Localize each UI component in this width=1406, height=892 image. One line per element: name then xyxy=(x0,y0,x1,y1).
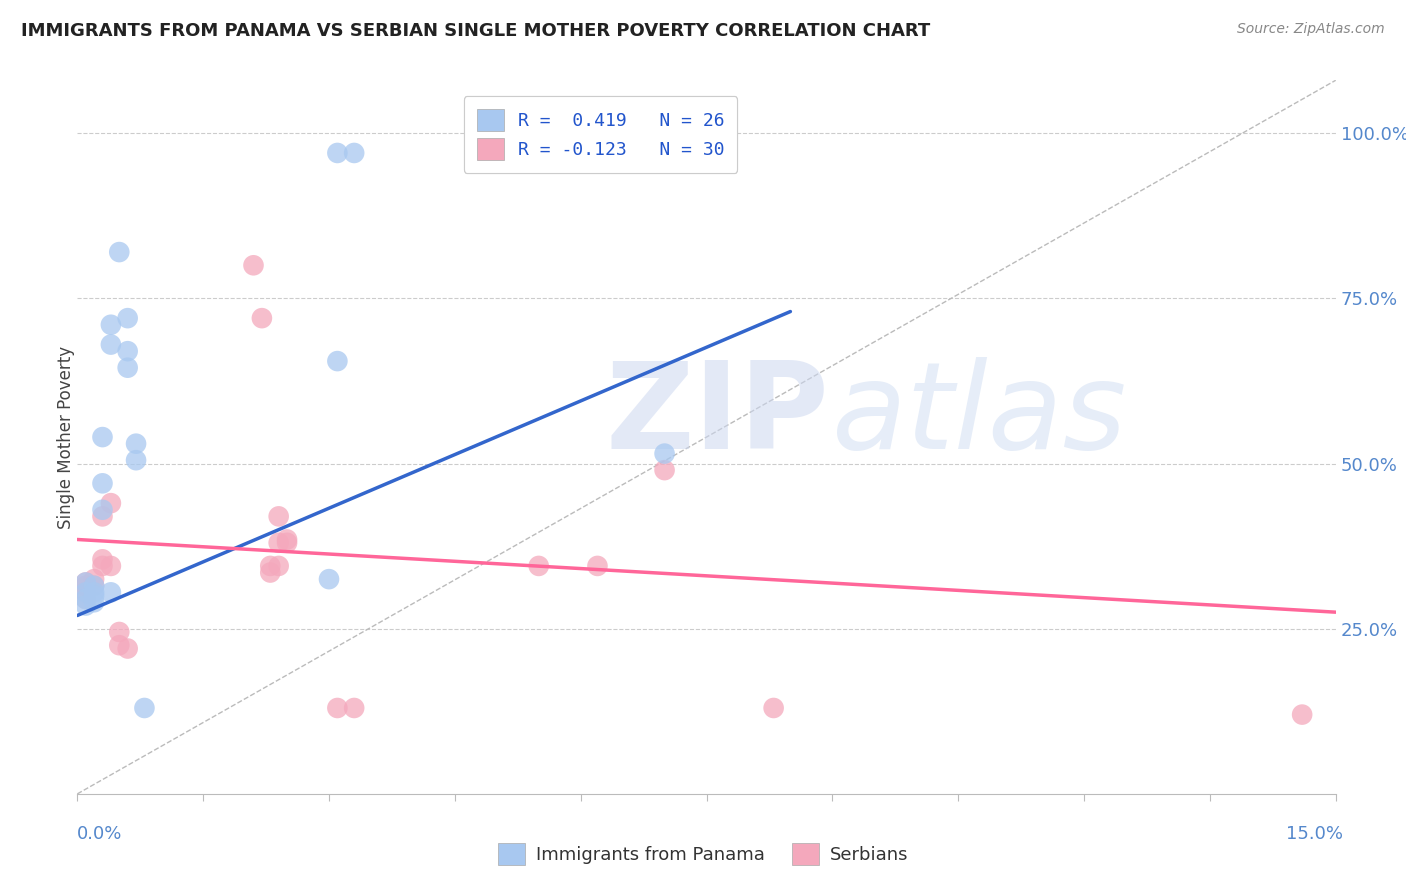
Point xyxy=(83,595,105,609)
Point xyxy=(527,558,550,573)
Point xyxy=(318,572,340,586)
Point xyxy=(654,463,676,477)
Text: 15.0%: 15.0% xyxy=(1285,825,1343,843)
Point xyxy=(242,258,264,272)
Legend: R =  0.419   N = 26, R = -0.123   N = 30: R = 0.419 N = 26, R = -0.123 N = 30 xyxy=(464,96,737,173)
Point xyxy=(326,354,349,368)
Point xyxy=(91,476,114,491)
Point xyxy=(267,536,290,550)
Point xyxy=(75,585,97,599)
Point xyxy=(326,701,349,715)
Point xyxy=(100,585,122,599)
Point xyxy=(83,589,105,603)
Point xyxy=(91,552,114,566)
Point xyxy=(259,558,281,573)
Point xyxy=(134,701,156,715)
Point xyxy=(250,311,273,326)
Point xyxy=(75,591,97,606)
Point xyxy=(117,360,139,375)
Point xyxy=(267,558,290,573)
Point xyxy=(117,641,139,656)
Point xyxy=(108,245,131,260)
Point xyxy=(326,145,349,160)
Point xyxy=(100,496,122,510)
Legend: Immigrants from Panama, Serbians: Immigrants from Panama, Serbians xyxy=(489,834,917,874)
Point xyxy=(117,311,139,326)
Text: 0.0%: 0.0% xyxy=(77,825,122,843)
Point xyxy=(117,344,139,359)
Point xyxy=(108,638,131,652)
Point xyxy=(276,533,298,547)
Point xyxy=(75,575,97,590)
Text: ZIP: ZIP xyxy=(606,357,830,475)
Point xyxy=(100,337,122,351)
Point xyxy=(654,447,676,461)
Point xyxy=(75,575,97,590)
Point xyxy=(1291,707,1313,722)
Point xyxy=(83,579,105,593)
Point xyxy=(267,509,290,524)
Point xyxy=(100,558,122,573)
Point xyxy=(276,536,298,550)
Point xyxy=(343,701,366,715)
Point xyxy=(75,585,97,599)
Point xyxy=(762,701,785,715)
Point xyxy=(83,572,105,586)
Text: Source: ZipAtlas.com: Source: ZipAtlas.com xyxy=(1237,22,1385,37)
Point xyxy=(586,558,609,573)
Point xyxy=(125,453,148,467)
Point xyxy=(75,599,97,613)
Point xyxy=(343,145,366,160)
Point xyxy=(83,579,105,593)
Point xyxy=(91,502,114,516)
Point xyxy=(100,318,122,332)
Point xyxy=(91,558,114,573)
Point xyxy=(75,579,97,593)
Point xyxy=(83,585,105,599)
Point xyxy=(75,591,97,606)
Point xyxy=(259,566,281,580)
Point xyxy=(91,430,114,444)
Text: IMMIGRANTS FROM PANAMA VS SERBIAN SINGLE MOTHER POVERTY CORRELATION CHART: IMMIGRANTS FROM PANAMA VS SERBIAN SINGLE… xyxy=(21,22,931,40)
Point xyxy=(125,436,148,450)
Point xyxy=(108,625,131,640)
Point xyxy=(91,509,114,524)
Y-axis label: Single Mother Poverty: Single Mother Poverty xyxy=(58,345,75,529)
Text: atlas: atlas xyxy=(832,357,1128,475)
